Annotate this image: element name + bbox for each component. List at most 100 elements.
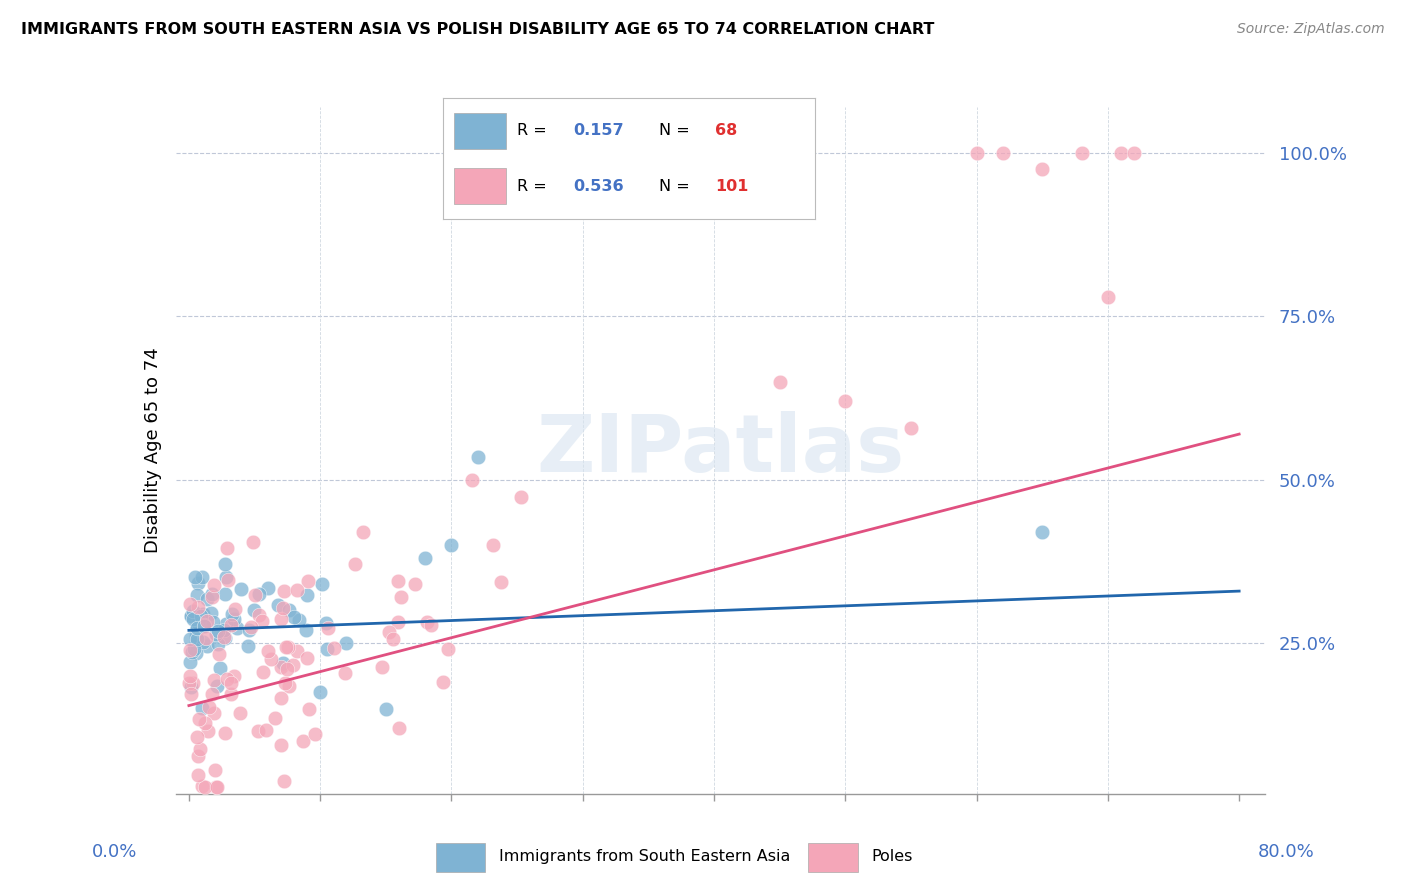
Point <box>413 551 436 566</box>
Point <box>212 623 235 637</box>
Point <box>208 647 231 661</box>
Text: 101: 101 <box>714 178 748 194</box>
Point <box>315 615 337 630</box>
Point <box>201 590 224 604</box>
Text: R =: R = <box>517 178 547 194</box>
Point <box>250 615 273 629</box>
Point <box>243 602 266 616</box>
Point <box>404 576 426 591</box>
Point <box>214 630 236 644</box>
Point <box>270 612 292 626</box>
Point <box>254 723 277 738</box>
Point <box>420 618 443 632</box>
Point <box>180 687 202 701</box>
Point <box>187 768 209 782</box>
Point <box>387 574 409 589</box>
Point <box>204 627 226 641</box>
Point <box>224 601 246 615</box>
Point <box>198 700 221 714</box>
Point <box>186 622 208 636</box>
Point <box>270 738 292 752</box>
FancyBboxPatch shape <box>808 843 858 872</box>
Point <box>201 587 224 601</box>
Point <box>202 706 225 721</box>
Point <box>335 636 357 650</box>
Point <box>991 145 1014 160</box>
Point <box>204 763 226 777</box>
Point <box>285 644 308 658</box>
Point <box>214 587 236 601</box>
FancyBboxPatch shape <box>454 168 506 204</box>
Point <box>191 607 214 621</box>
Point <box>315 642 337 657</box>
Point <box>201 687 224 701</box>
Point <box>180 609 202 624</box>
Point <box>242 534 264 549</box>
Point <box>181 611 204 625</box>
Point <box>229 582 252 596</box>
Point <box>181 603 204 617</box>
Point <box>205 780 228 795</box>
Point <box>440 538 463 552</box>
Point <box>224 612 246 626</box>
Text: ZIPatlas: ZIPatlas <box>537 411 904 490</box>
Point <box>191 701 214 715</box>
Point <box>184 570 207 584</box>
Point <box>193 619 215 633</box>
Text: N =: N = <box>659 178 690 194</box>
Point <box>297 701 319 715</box>
Point <box>221 607 243 622</box>
Point <box>370 660 392 674</box>
Point <box>304 727 326 741</box>
Point <box>1031 162 1053 177</box>
Point <box>194 780 217 795</box>
Point <box>263 711 285 725</box>
Point <box>352 524 374 539</box>
Point <box>240 620 263 634</box>
Point <box>1123 145 1146 160</box>
Point <box>1109 145 1132 160</box>
Point <box>191 570 214 584</box>
Point <box>900 420 922 434</box>
Point <box>437 641 460 656</box>
Point <box>297 574 319 588</box>
Point <box>281 657 304 672</box>
Point <box>966 145 988 160</box>
Point <box>266 598 288 612</box>
Text: R =: R = <box>517 123 547 138</box>
Point <box>222 669 245 683</box>
Point <box>277 640 299 654</box>
Point <box>195 631 218 645</box>
Point <box>197 724 219 739</box>
Point <box>187 616 209 631</box>
Point <box>193 618 215 632</box>
Point <box>179 632 201 647</box>
FancyBboxPatch shape <box>436 843 485 872</box>
Point <box>509 490 531 504</box>
Point <box>834 394 856 409</box>
Point <box>288 613 311 627</box>
Text: 80.0%: 80.0% <box>1258 843 1315 861</box>
Point <box>207 637 229 651</box>
Point <box>285 583 308 598</box>
Point <box>214 726 236 740</box>
Point <box>270 691 292 706</box>
Point <box>343 557 366 571</box>
Point <box>252 665 274 679</box>
Point <box>238 623 260 637</box>
Point <box>193 635 215 649</box>
Point <box>378 625 401 640</box>
Point <box>187 712 209 726</box>
Point <box>180 608 202 623</box>
Point <box>243 588 266 602</box>
Point <box>195 614 218 628</box>
Point <box>186 635 208 649</box>
Point <box>184 646 207 660</box>
Point <box>333 665 356 680</box>
Point <box>187 576 209 591</box>
Text: 68: 68 <box>714 123 737 138</box>
Text: Source: ZipAtlas.com: Source: ZipAtlas.com <box>1237 22 1385 37</box>
Point <box>179 655 201 669</box>
Point <box>179 643 201 657</box>
Point <box>247 587 270 601</box>
